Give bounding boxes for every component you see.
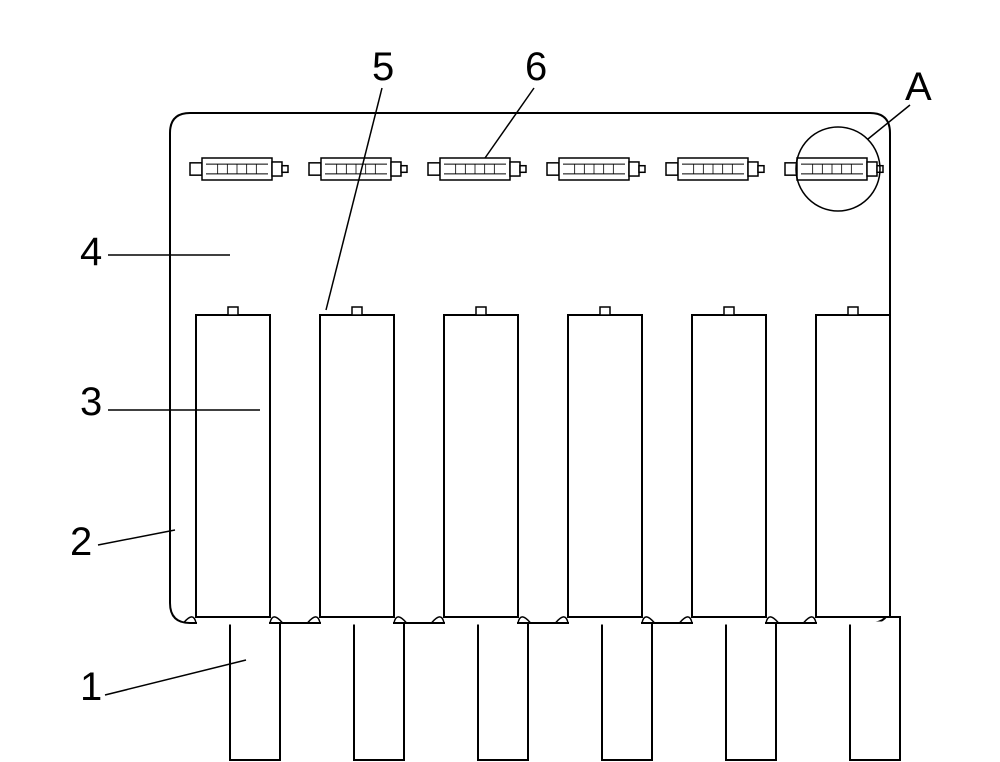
pin	[850, 617, 900, 760]
top-component-left-tab	[666, 163, 678, 175]
top-component-right-tab	[867, 162, 877, 176]
pin	[602, 617, 652, 760]
top-component-left-tab	[190, 163, 202, 175]
slot-top-pin	[848, 307, 858, 315]
pin	[478, 617, 528, 760]
slot-column	[444, 315, 518, 617]
slot-column	[196, 315, 270, 617]
slot-top-pin	[724, 307, 734, 315]
top-component-right-tab	[510, 162, 520, 176]
top-component-right-tab	[748, 162, 758, 176]
top-component-left-tab	[785, 163, 797, 175]
top-component-left-tab	[547, 163, 559, 175]
top-component-right-pin	[520, 166, 526, 173]
top-component-right-pin	[758, 166, 764, 173]
slot-top-pin	[476, 307, 486, 315]
top-component-right-tab	[272, 162, 282, 176]
top-component-left-tab	[428, 163, 440, 175]
callout-label: 1	[80, 665, 102, 709]
slot-column	[568, 315, 642, 617]
top-component-right-pin	[282, 166, 288, 173]
slot-column	[692, 315, 766, 617]
pin	[354, 617, 404, 760]
top-component-left-tab	[309, 163, 321, 175]
callout-label: A	[905, 65, 932, 109]
callout-label: 6	[525, 45, 547, 89]
slot-top-pin	[228, 307, 238, 315]
callout-label: 3	[80, 380, 102, 424]
device-body	[170, 113, 890, 623]
top-component-right-tab	[629, 162, 639, 176]
pin	[230, 617, 280, 760]
top-component-right-tab	[391, 162, 401, 176]
callout-label: 4	[80, 230, 102, 274]
pin	[726, 617, 776, 760]
slot-column	[320, 315, 394, 617]
top-component-right-pin	[401, 166, 407, 173]
leader-line	[98, 530, 175, 545]
slot-top-pin	[352, 307, 362, 315]
slot-top-pin	[600, 307, 610, 315]
top-component-right-pin	[639, 166, 645, 173]
leader-line	[105, 660, 246, 695]
callout-label: 2	[70, 520, 92, 564]
slot-column	[816, 315, 890, 617]
callout-label: 5	[372, 45, 394, 89]
